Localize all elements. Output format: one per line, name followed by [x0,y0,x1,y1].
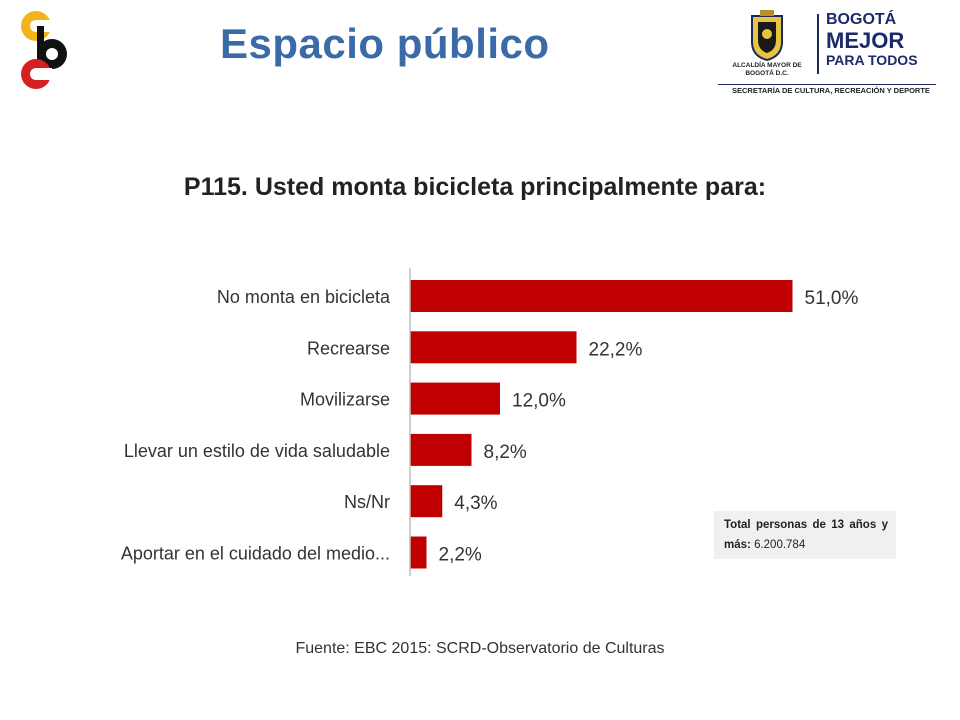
department-label: SECRETARÍA DE CULTURA, RECREACIÓN Y DEPO… [732,86,930,95]
value-label-3: 8,2% [484,442,527,463]
total-population-note: Total personas de 13 años y más: 6.200.7… [714,511,896,559]
logo-separator [817,14,819,74]
source-footer: Fuente: EBC 2015: SCRD-Observatorio de C… [295,640,665,657]
value-label-0: 51,0% [805,288,859,309]
bar-0 [410,280,793,312]
para-todos-word: PARA TODOS [826,52,918,68]
culture-observatory-logo [16,8,76,92]
value-label-5: 2,2% [439,545,482,566]
bar-2 [410,382,500,415]
chart-title: P115. Usted monta bicicleta principalmen… [183,173,767,201]
alcaldia-label: ALCALDÍA MAYOR DE BOGOTÁ D.C. [732,62,802,77]
value-label-1: 22,2% [589,339,643,360]
category-label-5: Aportar en el cuidado del medio... [121,544,390,564]
logo-underline [718,84,936,85]
total-note-label: Total personas de 13 años y más: [724,519,888,551]
category-label-1: Recrearse [307,338,390,358]
total-note-value: 6.200.784 [754,539,806,551]
bar-1 [410,331,577,364]
bar-3 [410,433,472,466]
page-title: Espacio público [220,20,550,67]
mejor-word: MEJOR [826,28,905,53]
bogota-government-logo: ALCALDÍA MAYOR DE BOGOTÁ D.C. BOGOTÁ MEJ… [718,6,936,96]
value-label-2: 12,0% [512,391,566,412]
coat-of-arms-icon [751,10,783,62]
category-label-0: No monta en bicicleta [217,287,391,307]
bar-5 [410,536,427,569]
category-label-3: Llevar un estilo de vida saludable [124,441,390,461]
bar-4 [410,485,443,518]
category-label-4: Ns/Nr [344,492,390,512]
bogota-mejor-brand: BOGOTÁ MEJOR PARA TODOS [826,11,918,68]
value-label-4: 4,3% [454,493,497,514]
category-label-2: Movilizarse [300,390,390,410]
bogota-word: BOGOTÁ [826,11,897,28]
